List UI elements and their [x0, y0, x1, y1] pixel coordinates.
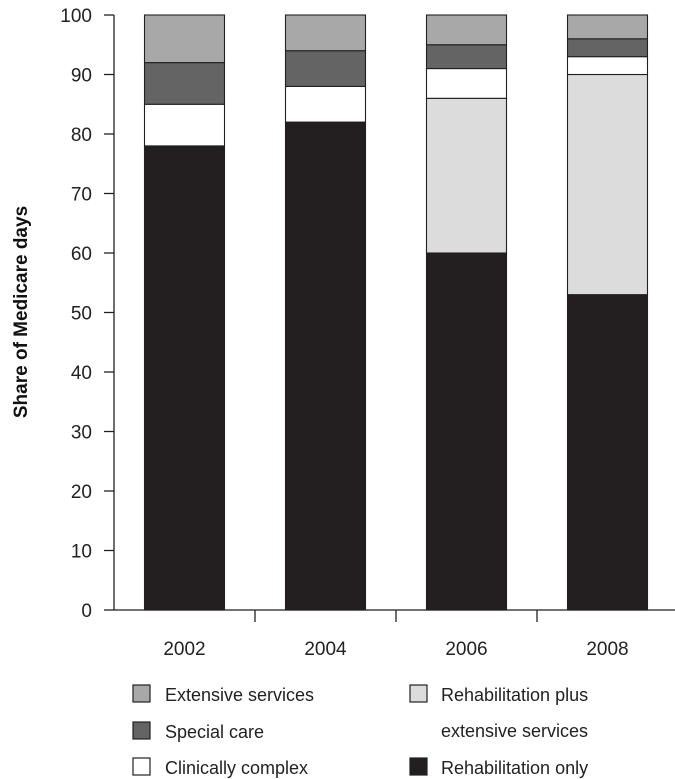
- y-tick-label: 100: [60, 6, 92, 27]
- bar-segment-special-care: [566, 38, 649, 58]
- legend-swatch: [132, 757, 151, 776]
- legend-label: Extensive services: [165, 685, 314, 705]
- bar-segment-clinically-complex: [143, 103, 226, 147]
- bar-segment-clinically-complex: [284, 85, 367, 123]
- bar-group-2002: [143, 14, 226, 611]
- y-axis: 0 10 20 30 40 50 60 70 80 90 100: [60, 6, 115, 622]
- bar-segment-extensive-services: [284, 14, 367, 52]
- legend-item-rehabilitation-only: Rehabilitation only: [409, 757, 588, 778]
- y-tick-label: 20: [71, 482, 92, 503]
- bar-segment-rehabilitation-plus-extensive-services: [566, 73, 649, 296]
- legend-swatch: [409, 757, 428, 776]
- legend-label: extensive services: [441, 721, 588, 741]
- y-axis-label: Share of Medicare days: [11, 206, 32, 418]
- x-tick-label: 2004: [304, 639, 347, 660]
- legend-label: Rehabilitation plus: [441, 685, 588, 705]
- y-tick-label: 40: [71, 363, 92, 384]
- bar-segment-clinically-complex: [425, 68, 508, 99]
- x-axis: 2002 2004 2006 2008: [114, 609, 675, 660]
- bar-segment-clinically-complex: [566, 56, 649, 76]
- y-tick-label: 10: [71, 542, 92, 563]
- bar-segment-special-care: [425, 44, 508, 70]
- y-tick-label: 0: [81, 601, 92, 622]
- legend-swatch: [132, 684, 151, 703]
- x-tick-label: 2008: [586, 639, 628, 660]
- legend-label: Special care: [165, 722, 264, 742]
- bars: [143, 14, 649, 611]
- bar-segment-rehabilitation-only: [143, 145, 226, 611]
- legend-item-clinically-complex: Clinically complex: [132, 757, 308, 778]
- bar-group-2006: [425, 14, 508, 611]
- bar-segment-special-care: [143, 62, 226, 105]
- legend-label: Clinically complex: [165, 758, 308, 778]
- y-tick-label: 70: [71, 185, 92, 206]
- y-tick-label: 50: [71, 304, 92, 325]
- legend: Extensive services Rehabilitation plus ext…: [132, 684, 588, 778]
- x-tick-label: 2006: [445, 639, 487, 660]
- bar-segment-extensive-services: [566, 14, 649, 40]
- bar-group-2004: [284, 14, 367, 611]
- bar-group-2008: [566, 14, 649, 611]
- y-tick-label: 30: [71, 423, 92, 444]
- legend-swatch: [132, 721, 151, 740]
- y-tick-label: 90: [71, 66, 92, 87]
- bar-segment-rehabilitation-plus-extensive-services: [425, 97, 508, 254]
- y-tick-label: 60: [71, 244, 92, 265]
- bar-segment-rehabilitation-only: [284, 121, 367, 611]
- bar-segment-rehabilitation-only: [425, 252, 508, 611]
- bar-segment-special-care: [284, 50, 367, 87]
- legend-label: Rehabilitation only: [441, 758, 588, 778]
- legend-item-rehabilitation-plus-extensive-services: Rehabilitation plus extensive services: [409, 684, 588, 741]
- legend-swatch: [409, 684, 428, 703]
- bar-segment-extensive-services: [143, 14, 226, 64]
- legend-item-extensive-services: Extensive services: [132, 684, 314, 705]
- bar-segment-rehabilitation-only: [566, 294, 649, 611]
- x-tick-label: 2002: [163, 639, 205, 660]
- legend-item-special-care: Special care: [132, 721, 264, 742]
- y-tick-label: 80: [71, 125, 92, 146]
- bar-segment-extensive-services: [425, 14, 508, 46]
